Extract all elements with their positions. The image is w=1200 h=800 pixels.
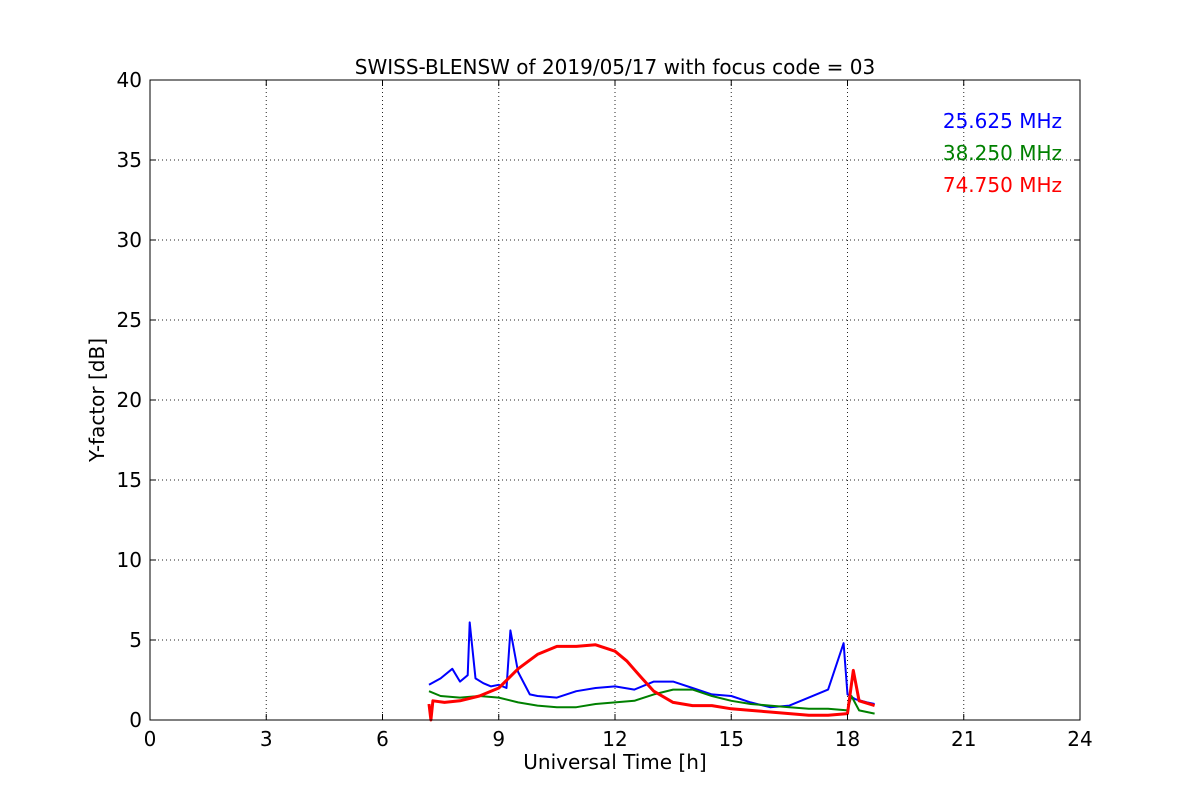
- x-tick-label: 6: [376, 727, 389, 751]
- x-tick-label: 18: [835, 727, 860, 751]
- y-tick-label: 15: [117, 468, 142, 492]
- chart-title: SWISS-BLENSW of 2019/05/17 with focus co…: [355, 55, 876, 79]
- y-tick-label: 40: [117, 68, 142, 92]
- tick-labels: 0 3 6 9 12 15 18 21 24 0 5 10 15 20 25 30 35 40: [117, 68, 1093, 751]
- x-tick-label: 24: [1067, 727, 1092, 751]
- y-tick-label: 30: [117, 228, 142, 252]
- y-tick-label: 10: [117, 548, 142, 572]
- series-line-1: [428, 621, 875, 709]
- y-tick-label: 25: [117, 308, 142, 332]
- series-line-2: [428, 688, 875, 715]
- x-tick-label: 0: [144, 727, 157, 751]
- grid-lines: [149, 79, 1081, 721]
- y-axis-label: Y-factor [dB]: [85, 338, 109, 463]
- legend: 25.625 MHz 38.250 MHz 74.750 MHz: [943, 109, 1062, 197]
- x-tick-label: 9: [492, 727, 505, 751]
- y-tick-label: 35: [117, 148, 142, 172]
- y-tick-label: 5: [129, 628, 142, 652]
- axis-ticks: [149, 79, 1081, 721]
- x-tick-label: 21: [951, 727, 976, 751]
- x-tick-label: 3: [260, 727, 273, 751]
- x-tick-label: 15: [719, 727, 744, 751]
- legend-entry: 25.625 MHz: [943, 109, 1062, 133]
- legend-entry: 74.750 MHz: [943, 173, 1062, 197]
- legend-entry: 38.250 MHz: [943, 141, 1062, 165]
- y-tick-label: 20: [117, 388, 142, 412]
- x-tick-label: 12: [602, 727, 627, 751]
- y-tick-label: 0: [129, 708, 142, 732]
- x-axis-label: Universal Time [h]: [523, 750, 706, 774]
- plot-series: [427, 621, 876, 722]
- series-line-3: [427, 643, 876, 722]
